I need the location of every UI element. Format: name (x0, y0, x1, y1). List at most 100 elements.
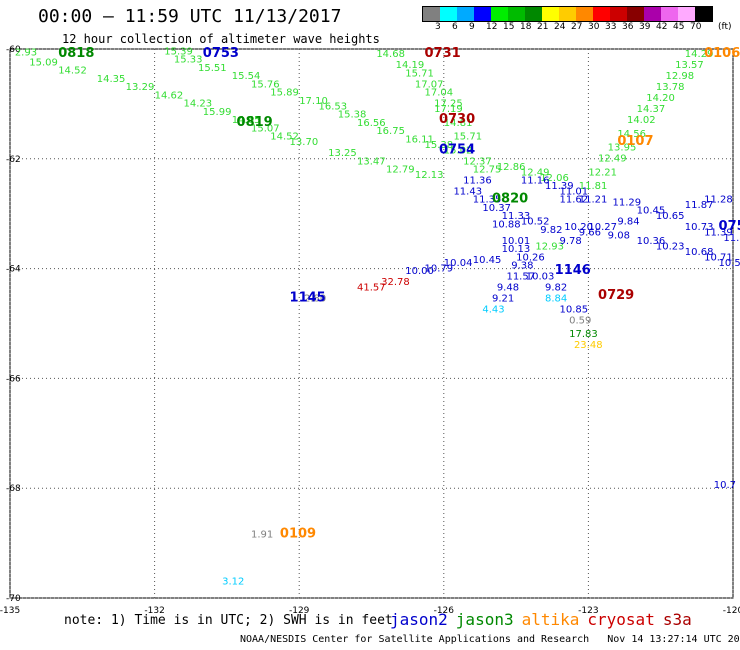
swh-value-label: 14.68 (376, 49, 405, 60)
colorbar-swatch (474, 7, 491, 21)
lon-tick-label: -129 (289, 606, 310, 616)
swh-value-label: 15.76 (251, 79, 280, 90)
swh-value-label: 9.08 (608, 230, 630, 241)
swh-value-label: 10.23 (656, 241, 685, 252)
colorbar-tick-label: 3 (435, 22, 441, 32)
swh-value-label: 15.51 (198, 63, 227, 74)
swh-value-label: 14.20 (646, 93, 675, 104)
swh-value-label: 10.03 (526, 272, 555, 283)
swh-value-label: 11.28 (704, 195, 733, 206)
pass-time-label: 0731 (425, 46, 461, 61)
swh-value-label: 9.66 (579, 228, 601, 239)
colorbar-tick-label: 18 (520, 22, 532, 32)
swh-value-label: 14.81 (444, 118, 473, 129)
lon-tick-label: -120 (723, 606, 740, 616)
swh-value-label: 10.26 (516, 252, 545, 263)
swh-value-label: 9.48 (497, 283, 519, 294)
swh-value-label: 16.11 (405, 134, 434, 145)
swh-value-label: 9.82 (540, 225, 562, 236)
swh-value-label: 15.71 (453, 132, 482, 143)
colorbar-swatch (593, 7, 610, 21)
swh-value-label: 14.35 (97, 74, 126, 85)
pass-time-label: 0107 (617, 134, 653, 149)
swh-value-label: 12.79 (386, 165, 415, 176)
swh-value-label: 12.86 (497, 162, 526, 173)
lon-tick-label: -123 (578, 606, 598, 616)
colorbar-tick-label: 9 (469, 22, 475, 32)
swh-value-label: 11.35 (473, 195, 502, 206)
swh-value-label: 15.54 (232, 71, 261, 82)
swh-value-label: 3.12 (222, 576, 244, 587)
swh-value-label: 14.52 (270, 132, 299, 143)
lat-tick-label: -64 (6, 265, 21, 275)
swh-value-label: 12.21 (588, 167, 617, 178)
colorbar-tick-label: 39 (639, 22, 651, 32)
swh-value-label: 10.68 (685, 247, 714, 258)
legend-entry-cryosat: cryosat (587, 610, 655, 629)
legend-entry-altika: altika (521, 610, 580, 629)
colorbar-tick-label: 30 (588, 22, 600, 32)
colorbar-tick-label: 36 (622, 22, 634, 32)
swh-value-label: 12.49 (521, 167, 550, 178)
colorbar-tick-label: 24 (554, 22, 566, 32)
swh-value-label: 11.21 (579, 195, 608, 206)
swh-value-label: 15.38 (425, 140, 454, 151)
swh-value-label: 9.84 (617, 217, 639, 228)
swh-value-label: 23.48 (574, 340, 603, 351)
colorbar-swatch (610, 7, 627, 21)
swh-value-label: 11.39 (704, 228, 733, 239)
page-subtitle: 12 hour collection of altimeter wave hei… (62, 32, 380, 46)
legend-entry-jason2: jason2 (390, 610, 448, 629)
swh-value-label: 10.13 (502, 244, 531, 255)
swh-value-label: 15.71 (405, 68, 434, 79)
swh-value-label: 11.62 (559, 195, 588, 206)
lat-tick-label: -70 (6, 594, 21, 604)
swh-value-label: 32.78 (381, 277, 410, 288)
swh-value-label: 11.87 (685, 200, 714, 211)
swh-value-label: 10.00 (405, 266, 434, 277)
pass-time-label: 0818 (58, 46, 94, 61)
pass-time-label: 0106 (704, 46, 740, 61)
pass-time-label: 1146 (555, 263, 591, 278)
swh-value-label: 10.01 (502, 236, 531, 247)
pass-time-label: 0109 (280, 527, 316, 542)
swh-value-label: 8.84 (545, 294, 567, 305)
colorbar-swatch (661, 7, 678, 21)
swh-value-label: 10.7 (714, 480, 736, 491)
legend-entry-jason3: jason3 (455, 610, 514, 629)
swh-value-label: 11.29 (613, 197, 642, 208)
legend-entry-s3a: s3a (662, 610, 692, 629)
swh-value-label: 17.25 (434, 99, 463, 110)
colorbar-tick-label: 70 (690, 22, 702, 32)
footer-note: note: 1) Time is in UTC; 2) SWH is in fe… (64, 613, 393, 628)
colorbar-tick-label: 21 (537, 22, 549, 32)
colorbar-swatch (627, 7, 644, 21)
swh-value-label: 10.20 (564, 222, 593, 233)
lat-tick-label: -62 (6, 155, 21, 165)
colorbar-swatch (457, 7, 474, 21)
swh-value-label: 11.16 (521, 176, 550, 187)
pass-time-label: 1145 (290, 291, 326, 306)
swh-value-label: 9.78 (559, 236, 581, 247)
pass-time-label: 075 (719, 219, 740, 234)
colorbar-swatch (423, 7, 440, 21)
swh-value-label: 13.70 (290, 137, 319, 148)
lon-tick-label: -135 (0, 606, 20, 616)
pass-time-label: 0753 (203, 46, 239, 61)
swh-value-label: 16.75 (376, 126, 405, 137)
swh-value-label: 11.57 (506, 272, 535, 283)
swh-value-label: 10.79 (425, 263, 454, 274)
colorbar-swatch (508, 7, 525, 21)
swh-value-label: 13.57 (675, 60, 704, 71)
colorbar-swatch (678, 7, 695, 21)
colorbar-swatch (695, 7, 712, 21)
swh-value-label: 14.62 (155, 90, 184, 101)
colorbar-tick-label: 42 (656, 22, 668, 32)
swh-value-label: 14.19 (396, 60, 425, 71)
colorbar-swatch (542, 7, 559, 21)
swh-value-label: 10.88 (492, 219, 521, 230)
swh-value-label: 0.59 (569, 316, 591, 327)
swh-value-label: 12.75 (473, 165, 502, 176)
pass-time-label: 0819 (237, 115, 273, 130)
